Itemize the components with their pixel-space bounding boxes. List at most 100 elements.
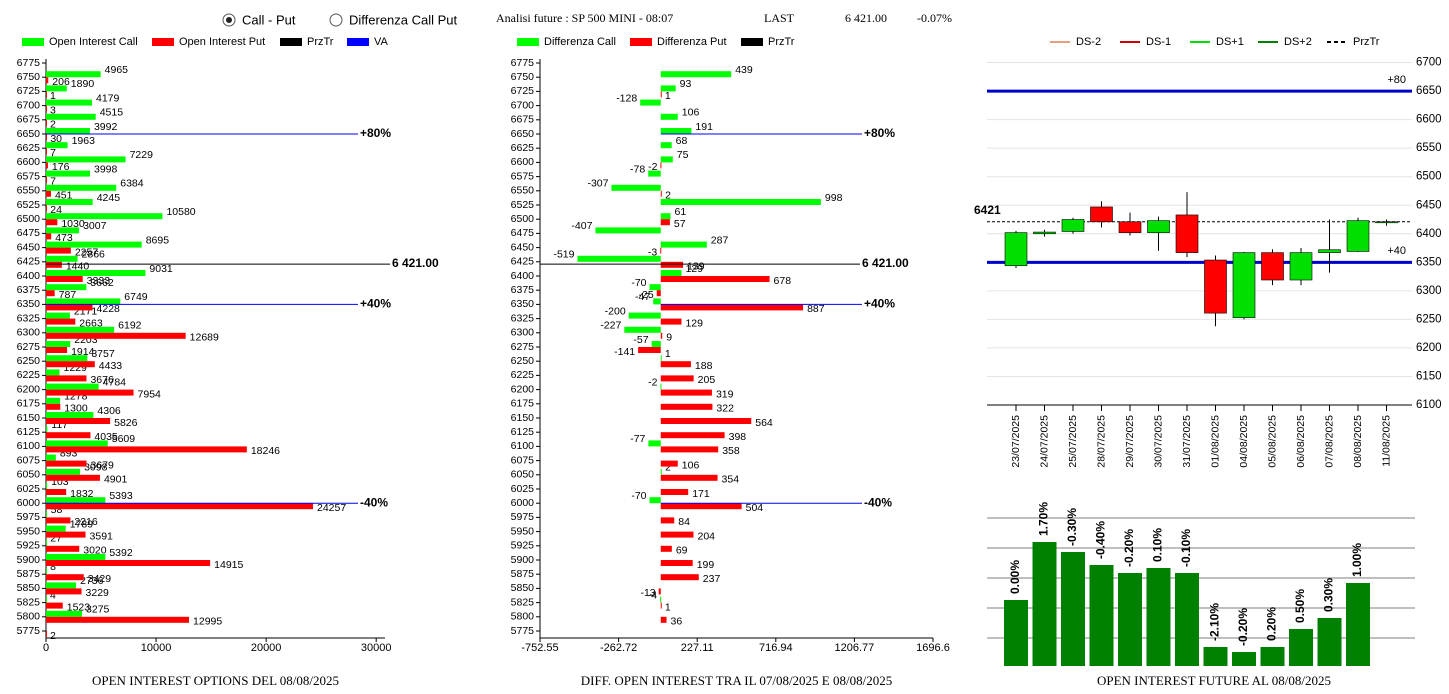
x-tick-label: 05/08/2025: [1266, 415, 1278, 468]
y-tick-label: 6675: [511, 114, 535, 126]
data-label: 2866: [82, 249, 106, 261]
bar: [46, 304, 93, 311]
data-label: -227: [600, 320, 621, 332]
bar: [1146, 568, 1171, 666]
x-tick-label: 25/07/2025: [1067, 415, 1079, 468]
data-label: 30: [50, 133, 62, 145]
legend-label: DS+1: [1216, 36, 1244, 48]
data-label: -77: [630, 433, 645, 445]
bar: [46, 205, 47, 211]
data-label: 3992: [94, 121, 118, 133]
bar: [46, 468, 81, 475]
last-label: LAST: [764, 11, 795, 25]
bar: [660, 361, 691, 368]
y-tick-label: 5975: [17, 511, 41, 523]
data-label: 3429: [88, 573, 112, 585]
candle-body: [1346, 220, 1370, 252]
bar: [46, 255, 78, 262]
y-tick-label: 6400: [1416, 228, 1442, 240]
y-tick-label: 6750: [17, 71, 41, 83]
y-tick-label: 6650: [1416, 85, 1442, 97]
x-tick-label: 30000: [361, 642, 392, 654]
bar-label: -0.40%: [1094, 521, 1108, 559]
bar-label: 0.50%: [1293, 589, 1307, 623]
bar: [46, 318, 76, 325]
y-tick-label: 6600: [1416, 114, 1442, 126]
data-label: 451: [55, 190, 73, 202]
y-tick-label: 6475: [17, 227, 41, 239]
bar: [1089, 565, 1114, 666]
data-label: 4515: [100, 107, 124, 119]
bar: [46, 312, 70, 319]
bar: [660, 375, 694, 382]
y-tick-label: 5850: [511, 582, 535, 594]
bar: [46, 517, 71, 524]
bar: [46, 369, 60, 376]
bar: [660, 71, 732, 78]
bar: [660, 574, 699, 581]
y-tick-label: 6700: [511, 99, 535, 111]
legend-label: DS+2: [1284, 36, 1312, 48]
data-label: -25: [639, 289, 654, 301]
x-tick-label: 23/07/2025: [1010, 415, 1022, 468]
bar: [660, 355, 662, 362]
bar: [46, 77, 49, 84]
data-label: 1523: [67, 601, 91, 613]
y-tick-label: 5800: [511, 611, 535, 623]
bar: [46, 284, 87, 291]
y-tick-label: 6550: [17, 185, 41, 197]
data-label: 322: [716, 403, 734, 415]
data-label: 1440: [66, 261, 90, 273]
va-label: +80%: [864, 126, 895, 140]
y-tick-label: 5975: [511, 511, 535, 523]
bar: [660, 318, 682, 325]
x-tick-label: 08/08/2025: [1352, 415, 1364, 468]
bar: [46, 418, 111, 424]
bar: [46, 176, 47, 183]
bar: [628, 312, 661, 319]
data-label: 5826: [114, 417, 138, 429]
bar: [46, 247, 71, 254]
przTr-label: 6 421.00: [862, 256, 909, 270]
x-tick-label: 31/07/2025: [1181, 415, 1193, 468]
legend-swatch: [630, 38, 652, 46]
y-tick-label: 6075: [17, 454, 41, 466]
data-label: 129: [685, 263, 703, 275]
data-label: 287: [711, 234, 729, 246]
data-label: 24257: [317, 502, 346, 514]
level-label: +40: [1387, 245, 1406, 257]
data-label: 206: [52, 76, 70, 88]
y-tick-label: 6300: [17, 327, 41, 339]
bar: [660, 403, 713, 410]
candle-body: [1033, 231, 1056, 235]
y-tick-label: 6000: [17, 497, 41, 509]
radio-label[interactable]: Differenza Call Put: [349, 12, 458, 27]
y-tick-label: 6525: [17, 199, 41, 211]
y-tick-label: 6625: [511, 142, 535, 154]
last-change: -0.07%: [917, 11, 952, 25]
bar: [46, 539, 47, 546]
candle-body: [1118, 221, 1142, 233]
bar: [1118, 573, 1142, 666]
data-label: 3679: [90, 459, 114, 471]
data-label: 12689: [190, 332, 219, 344]
bar: [1203, 647, 1228, 666]
x-tick-label: 716.94: [759, 642, 793, 654]
candle-body: [1204, 259, 1227, 314]
bar: [46, 105, 47, 112]
bar: [46, 489, 67, 495]
bar: [660, 432, 725, 439]
bar: [660, 616, 667, 623]
va-label: -40%: [864, 495, 892, 509]
y-tick-label: 6675: [17, 114, 41, 126]
radio-button[interactable]: [329, 13, 343, 27]
data-label: 93: [680, 78, 692, 90]
y-tick-label: 6650: [17, 128, 41, 140]
data-label: 139: [687, 261, 705, 273]
radio-label[interactable]: Call - Put: [242, 12, 296, 27]
y-tick-label: 6500: [1416, 171, 1442, 183]
bar: [660, 113, 678, 120]
data-label: 199: [697, 559, 715, 571]
y-tick-label: 5950: [17, 525, 41, 537]
